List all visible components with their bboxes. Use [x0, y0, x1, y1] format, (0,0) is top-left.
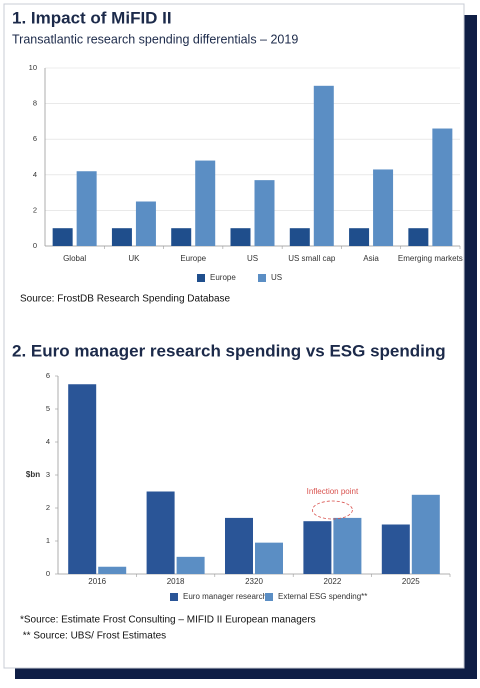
y-axis-label: $bn	[26, 470, 40, 479]
source-note: Source: FrostDB Research Spending Databa…	[20, 294, 231, 305]
bar	[313, 85, 334, 246]
y-tick-label: 6	[33, 134, 37, 143]
y-tick-label: 2	[46, 503, 50, 512]
bar	[230, 228, 251, 246]
x-tick-label: Global	[63, 254, 86, 263]
bar	[176, 556, 205, 574]
legend-swatch	[170, 593, 178, 601]
legend-swatch	[265, 593, 273, 601]
y-tick-label: 4	[46, 437, 50, 446]
y-tick-label: 0	[46, 569, 50, 578]
legend-label: Europe	[210, 273, 236, 282]
x-tick-label: 2022	[324, 577, 342, 586]
x-tick-label: 2025	[402, 577, 420, 586]
chart-subtitle: Transatlantic research spending differen…	[12, 32, 298, 46]
legend-swatch	[197, 274, 205, 282]
source-note: *Source: Estimate Frost Consulting – MIF…	[20, 615, 316, 626]
x-tick-label: US small cap	[288, 254, 336, 263]
y-tick-label: 6	[46, 371, 50, 380]
y-tick-label: 1	[46, 536, 50, 545]
y-tick-label: 5	[46, 404, 50, 413]
bar	[408, 228, 429, 246]
legend-swatch	[258, 274, 266, 282]
x-tick-label: 2018	[167, 577, 185, 586]
x-tick-label: Europe	[180, 254, 206, 263]
bar	[171, 228, 192, 246]
bar	[135, 201, 156, 246]
y-tick-label: 10	[29, 63, 37, 72]
bar	[289, 228, 310, 246]
bar	[195, 160, 216, 246]
bar	[411, 494, 440, 574]
x-tick-label: 2320	[245, 577, 263, 586]
source-note: ** Source: UBS/ Frost Estimates	[20, 631, 166, 642]
bar	[98, 566, 127, 574]
bar	[146, 491, 175, 574]
legend-label: External ESG spending**	[278, 592, 367, 601]
bar	[373, 169, 394, 246]
bar	[303, 521, 332, 574]
bar	[254, 180, 275, 246]
y-tick-label: 0	[33, 241, 37, 250]
chart-title: 2. Euro manager research spending vs ESG…	[12, 341, 446, 360]
x-tick-label: 2016	[88, 577, 106, 586]
bar	[349, 228, 370, 246]
legend-label: Euro manager research*	[183, 592, 270, 601]
annotation-ellipse	[311, 500, 353, 520]
bar	[381, 524, 410, 574]
bar	[52, 228, 73, 246]
bar	[68, 384, 97, 574]
x-tick-label: UK	[128, 254, 140, 263]
bar	[333, 517, 362, 574]
annotation: Inflection point	[307, 487, 359, 496]
bar	[111, 228, 132, 246]
bar	[76, 171, 97, 246]
y-tick-label: 4	[33, 170, 37, 179]
x-tick-label: US	[247, 254, 258, 263]
bar	[432, 128, 453, 246]
bar	[225, 517, 253, 574]
y-tick-label: 2	[33, 205, 37, 214]
legend-label: US	[271, 273, 282, 282]
bar	[255, 542, 283, 574]
chart-title: 1. Impact of MiFID II	[12, 8, 172, 27]
x-tick-label: Asia	[363, 254, 379, 263]
y-tick-label: 3	[46, 470, 50, 479]
x-tick-label: Emerging markets	[398, 254, 463, 263]
y-tick-label: 8	[33, 99, 37, 108]
